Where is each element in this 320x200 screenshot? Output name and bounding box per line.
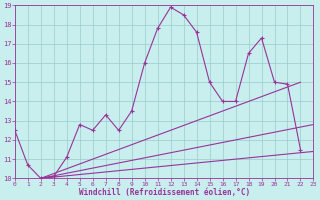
- X-axis label: Windchill (Refroidissement éolien,°C): Windchill (Refroidissement éolien,°C): [78, 188, 250, 197]
